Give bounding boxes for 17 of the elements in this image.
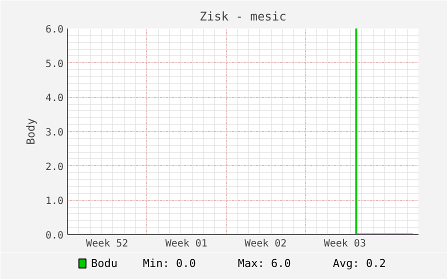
x-tick-label: Week 01 (165, 238, 208, 250)
x-tick-label: Week 52 (86, 238, 128, 250)
y-tick-label: 6.0 (45, 24, 64, 36)
y-tick-label: 4.0 (45, 93, 64, 104)
y-axis-title: Body (24, 118, 38, 145)
y-tick-label: 5.0 (45, 58, 64, 70)
text: Min: 0.0 (142, 257, 196, 270)
y-tick-label: 1.0 (45, 196, 64, 208)
x-tick-label: Week 03 (324, 238, 366, 250)
x-tick-label: Week 02 (244, 238, 287, 250)
chart-title: Zisk - mesic (200, 10, 286, 24)
y-tick-label: 0.0 (45, 230, 64, 242)
y-tick-label: 2.0 (45, 162, 64, 173)
y-tick-label: 3.0 (45, 128, 64, 138)
text: Avg: 0.2 (332, 257, 386, 270)
text: Max: 6.0 (238, 257, 291, 270)
legend-label: Bodu (91, 257, 118, 270)
